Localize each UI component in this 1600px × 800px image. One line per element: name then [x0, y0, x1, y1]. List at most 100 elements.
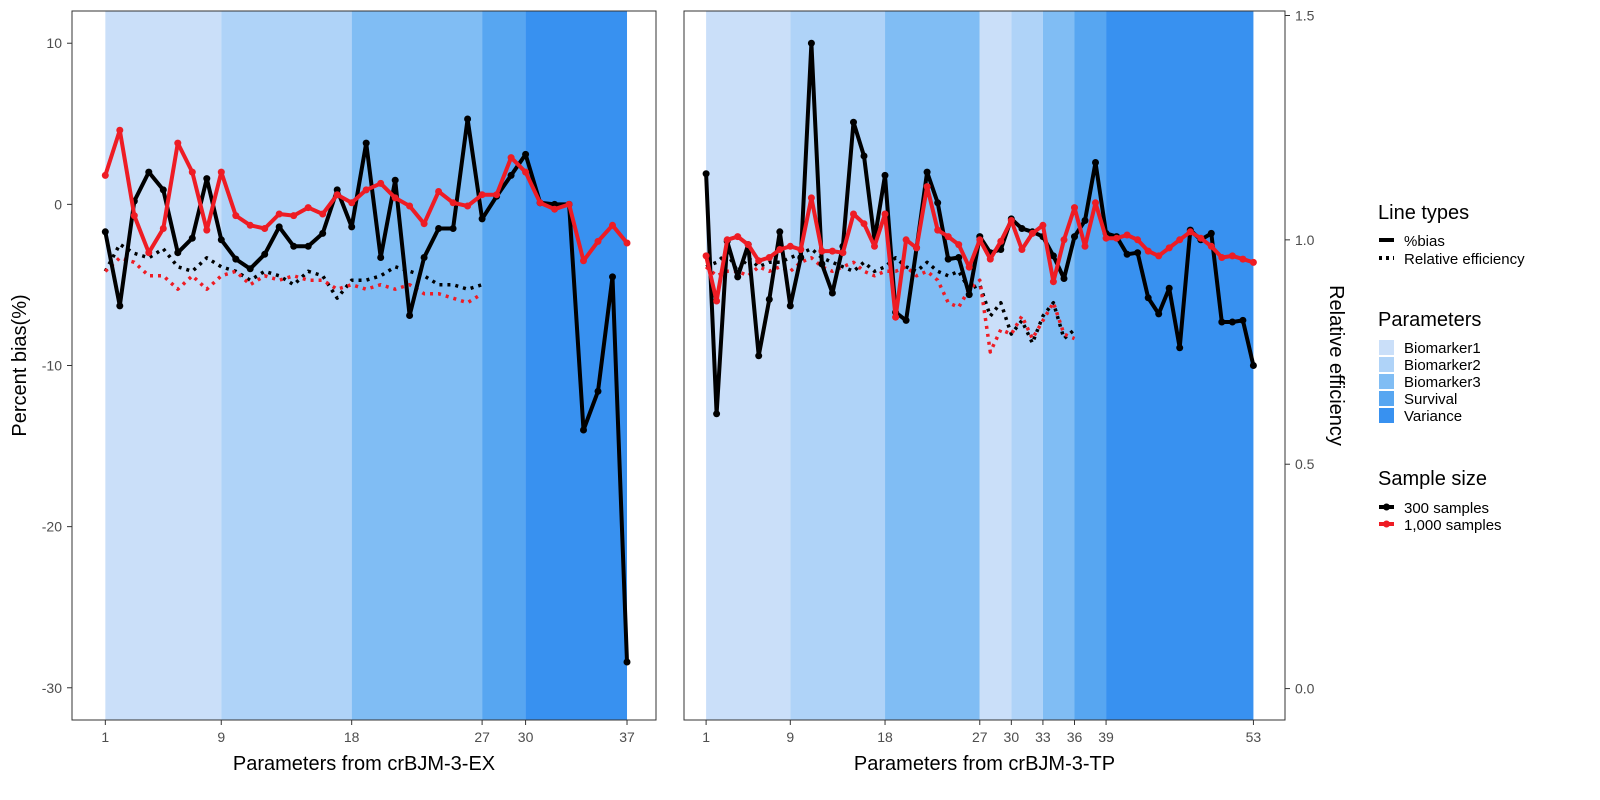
point-300-bias-41 — [1123, 250, 1131, 258]
point-300-bias-26 — [965, 291, 973, 299]
point-1000-bias-45 — [1165, 244, 1173, 252]
x-tick-label: 27 — [972, 729, 988, 745]
point-1000-bias-14 — [839, 249, 847, 257]
point-1000-bias-35 — [594, 237, 602, 245]
point-1000-bias-30 — [522, 168, 530, 176]
point-1000-bias-7 — [188, 168, 196, 176]
series-layer — [101, 115, 631, 666]
point-1000-bias-17 — [333, 191, 341, 199]
x-tick-label: 1 — [702, 729, 710, 745]
point-1000-bias-1 — [101, 171, 109, 179]
point-300-bias-32 — [551, 200, 559, 208]
point-1000-bias-48 — [1197, 234, 1205, 242]
y-axis-right: 1.5 1.0 0.5 0.0 — [1285, 7, 1315, 697]
point-300-bias-15 — [850, 118, 857, 126]
point-1000-bias-13 — [828, 247, 836, 255]
point-300-bias-24 — [944, 255, 952, 263]
x-axis: 1 9 18 27 30 33 36 39 53 — [702, 720, 1261, 745]
point-1000-bias-43 — [1144, 247, 1152, 255]
legend-label: Biomarker2 — [1404, 357, 1481, 374]
y-tick-label-right: 0.5 — [1295, 456, 1315, 472]
band-biomarker1 — [979, 11, 1012, 720]
point-300-bias-37 — [623, 658, 631, 666]
band-biomarker2 — [221, 11, 352, 720]
point-300-bias-24 — [435, 225, 443, 232]
point-1000-bias-12 — [261, 225, 269, 232]
point-1000-bias-30 — [1007, 217, 1015, 224]
point-1000-bias-11 — [246, 221, 254, 229]
point-1000-bias-31 — [1018, 246, 1026, 253]
point-1000-bias-5 — [744, 241, 752, 249]
point-1000-bias-9 — [217, 168, 225, 176]
point-1000-bias-27 — [976, 236, 984, 244]
point-1000-bias-5 — [159, 225, 167, 232]
point-300-bias-9 — [217, 236, 225, 244]
panel-left: 1 9 18 27 30 37 Parameters from crBJM-3-EX — [71, 10, 657, 775]
point-300-bias-11 — [246, 265, 254, 273]
x-tick-label: 33 — [1035, 729, 1051, 745]
point-1000-bias-52 — [1239, 255, 1247, 263]
point-300-bias-1 — [101, 228, 109, 236]
point-300-bias-31 — [1018, 225, 1026, 232]
panel-frame — [683, 10, 1286, 721]
point-1000-bias-39 — [1102, 234, 1110, 242]
point-1000-bias-28 — [493, 191, 501, 199]
point-1000-bias-6 — [174, 139, 182, 147]
legend: Line types %bias Relative efficiency Par… — [1378, 202, 1525, 534]
band-biomarker3 — [1042, 11, 1075, 720]
x-tick-label: 27 — [474, 729, 490, 745]
legend-label: %bias — [1404, 233, 1445, 250]
point-1000-bias-36 — [609, 221, 616, 229]
point-1000-bias-20 — [902, 236, 910, 244]
point-300-bias-10 — [797, 254, 805, 261]
point-300-bias-6 — [755, 352, 763, 360]
legend-item-variance: Variance — [1379, 408, 1462, 425]
point-1000-bias-10 — [797, 246, 805, 253]
legend-item-biomarker2: Biomarker2 — [1379, 357, 1481, 374]
point-1000-bias-29 — [507, 154, 515, 162]
point-1000-bias-23 — [934, 226, 942, 234]
point-1000-bias-32 — [551, 205, 559, 213]
point-1000-bias-4 — [734, 233, 742, 241]
point-300-bias-14 — [290, 242, 298, 250]
point-300-bias-34 — [1049, 252, 1057, 260]
point-1000-bias-16 — [319, 210, 327, 218]
point-1000-bias-32 — [1028, 229, 1036, 237]
x-tick-label: 37 — [619, 729, 635, 745]
legend-label: 1,000 samples — [1404, 517, 1502, 534]
point-300-bias-9 — [786, 302, 794, 310]
point-300-bias-12 — [818, 260, 826, 268]
band-group — [706, 11, 1254, 720]
point-300-bias-6 — [174, 249, 182, 257]
point-1000-bias-10 — [232, 212, 240, 220]
point-300-bias-7 — [765, 295, 773, 303]
y-tick-label-left: -20 — [42, 519, 62, 535]
y-tick-label-left: -30 — [42, 680, 62, 696]
point-1000-bias-23 — [420, 220, 428, 228]
point-1000-bias-11 — [807, 194, 815, 202]
point-300-bias-34 — [580, 426, 587, 434]
point-1000-bias-31 — [536, 199, 544, 207]
point-1000-bias-15 — [304, 204, 312, 212]
point-300-bias-2 — [713, 410, 721, 418]
legend-swatch-survival — [1379, 391, 1394, 406]
legend-label: Relative efficiency — [1404, 251, 1525, 268]
point-1000-bias-3 — [130, 212, 138, 220]
x-tick-label: 18 — [877, 729, 893, 745]
legend-label: Biomarker3 — [1404, 374, 1481, 391]
point-1000-bias-42 — [1134, 236, 1142, 244]
legend-swatch-variance — [1379, 408, 1394, 423]
point-1000-bias-15 — [850, 210, 857, 218]
legend-label: Biomarker1 — [1404, 340, 1481, 357]
x-tick-label: 9 — [217, 729, 225, 745]
y-tick-label-right: 1.5 — [1295, 7, 1315, 23]
point-300-bias-13 — [828, 289, 836, 297]
point-1000-bias-9 — [786, 242, 794, 250]
point-300-bias-35 — [1060, 275, 1068, 282]
band-biomarker2 — [1011, 11, 1043, 720]
point-300-bias-37 — [1081, 217, 1089, 224]
legend-title-line-types: Line types — [1378, 202, 1469, 224]
point-1000-bias-38 — [1092, 199, 1099, 207]
point-1000-bias-53 — [1249, 258, 1257, 266]
